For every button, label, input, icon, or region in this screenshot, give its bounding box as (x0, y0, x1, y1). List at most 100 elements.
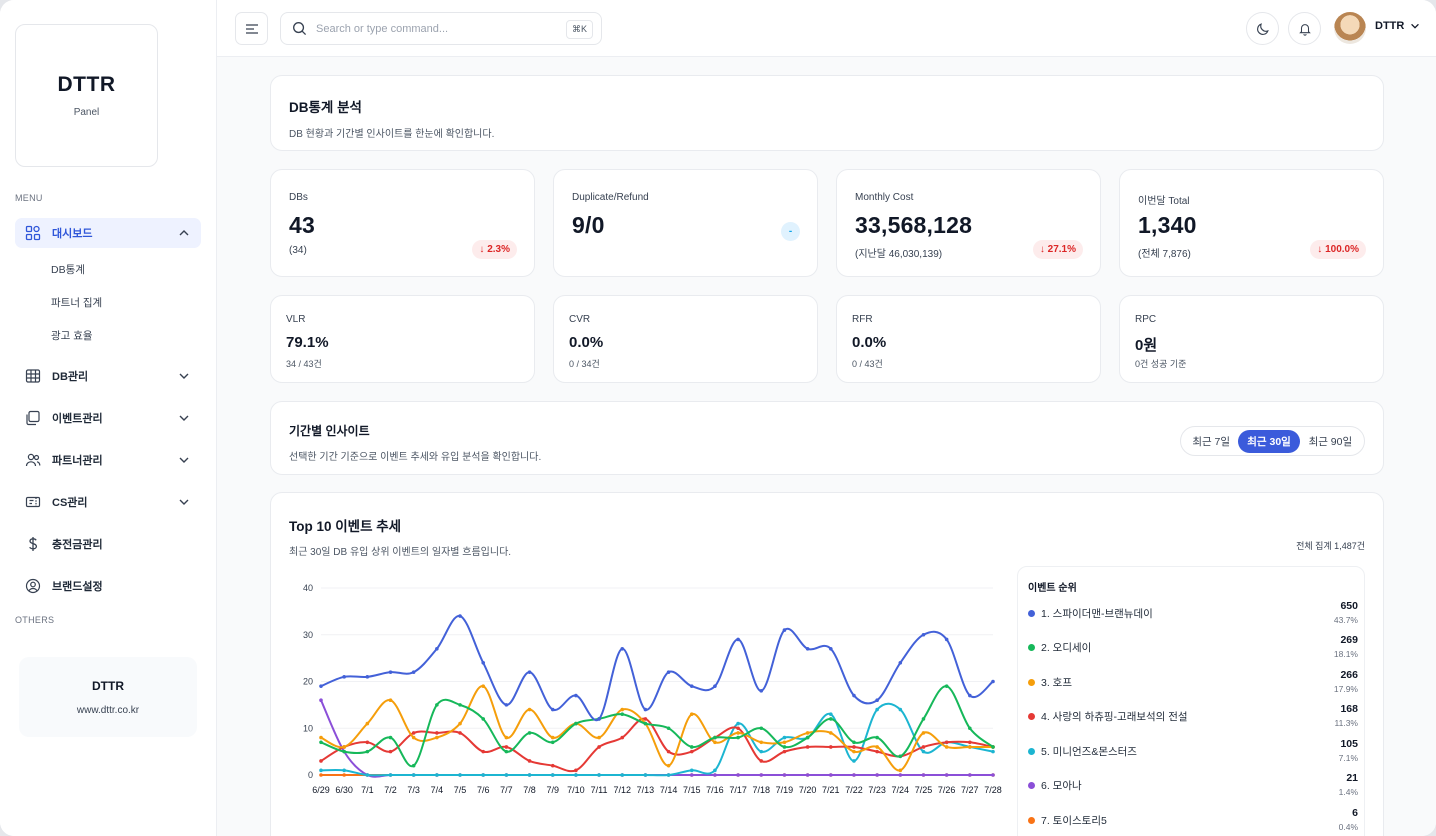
data-point (527, 773, 532, 777)
data-point (481, 773, 486, 777)
data-point (574, 693, 578, 698)
chevron-down-icon[interactable] (177, 369, 191, 383)
ranking-row[interactable]: 6. 모아나 21 1.4% (1028, 772, 1358, 802)
data-point (759, 749, 764, 754)
data-point (852, 693, 856, 698)
data-point (319, 698, 323, 702)
sidebar-item-brand-settings[interactable]: 브랜드설정 (15, 571, 201, 601)
metric-card-vlr: VLR 79.1% 34 / 43건 (270, 295, 535, 383)
series-line (320, 685, 993, 772)
main-content: DB통계 분석 DB 현황과 기간별 인사이트를 한눈에 확인합니다. DBs … (217, 57, 1436, 836)
data-point (365, 773, 370, 777)
sidebar-item-event-manage[interactable]: 이벤트관리 (15, 403, 201, 433)
x-tick-label: 7/22 (845, 785, 863, 795)
data-point (689, 773, 694, 777)
data-point (388, 698, 393, 702)
data-point (875, 735, 879, 740)
sidebar-subitem-ad-efficiency[interactable]: 광고 효율 (51, 330, 93, 342)
series-color-dot (1028, 748, 1035, 755)
data-point (736, 773, 740, 777)
range-30d-button[interactable]: 최근 30일 (1238, 429, 1300, 453)
series-color-dot (1028, 679, 1035, 686)
data-point (504, 745, 509, 749)
sidebar-item-cs-manage[interactable]: CS관리 (15, 487, 201, 517)
ranking-percent: 0.4% (1338, 822, 1358, 832)
data-point (527, 759, 532, 763)
chevron-up-icon[interactable] (177, 226, 191, 240)
chevron-down-icon (1411, 23, 1420, 29)
data-point (620, 707, 625, 712)
brand-card[interactable]: DTTR Panel (15, 24, 158, 167)
data-point (782, 740, 787, 745)
y-tick-label: 0 (308, 770, 313, 780)
avatar[interactable] (1334, 12, 1366, 44)
data-point (666, 749, 671, 754)
sidebar-item-partner-manage[interactable]: 파트너관리 (15, 445, 201, 475)
sidebar-subitem-db-stats[interactable]: DB통계 (51, 264, 85, 276)
user-menu[interactable]: DTTR (1375, 20, 1421, 32)
ranking-name: 5. 미니언즈&몬스터즈 (1041, 746, 1137, 758)
data-point (852, 745, 856, 749)
data-point (852, 740, 856, 745)
metric-label: RFR (852, 314, 873, 325)
data-point (481, 749, 486, 754)
x-tick-label: 7/16 (706, 785, 724, 795)
sidebar-item-db-manage[interactable]: DB관리 (15, 361, 201, 391)
ranking-row[interactable]: 4. 사랑의 하츄핑-고래보석의 전설 168 11.3% (1028, 703, 1358, 733)
notification-button[interactable] (1288, 12, 1321, 45)
data-point (736, 735, 740, 740)
chevron-down-icon[interactable] (177, 495, 191, 509)
ranking-count: 105 (1340, 738, 1358, 750)
ranking-name: 1. 스파이더맨-브랜뉴데이 (1041, 608, 1153, 620)
stat-card-monthly-cost: Monthly Cost 33,568,128 (지난달 46,030,139)… (836, 169, 1101, 277)
data-point (689, 745, 694, 749)
chevron-down-icon[interactable] (177, 453, 191, 467)
ranking-row[interactable]: 3. 호프 266 17.9% (1028, 669, 1358, 699)
ranking-row[interactable]: 5. 미니언즈&몬스터즈 105 7.1% (1028, 738, 1358, 768)
ranking-title: 이벤트 순위 (1028, 583, 1077, 594)
data-point (782, 628, 787, 632)
ranking-row[interactable]: 1. 스파이더맨-브랜뉴데이 650 43.7% (1028, 600, 1358, 630)
metric-label: VLR (286, 314, 306, 325)
data-point (342, 749, 346, 754)
data-point (319, 768, 323, 773)
data-point (991, 773, 995, 777)
search-input[interactable] (316, 22, 546, 35)
sidebar-subitem-partner-summary[interactable]: 파트너 집계 (51, 297, 103, 309)
data-point (736, 726, 740, 731)
data-point (875, 773, 879, 777)
data-point (689, 749, 694, 754)
data-point (550, 735, 555, 740)
chevron-down-icon[interactable] (177, 411, 191, 425)
data-point (411, 773, 416, 777)
series-color-dot (1028, 713, 1035, 720)
data-point (921, 745, 926, 749)
ranking-row[interactable]: 7. 토이스토리5 6 0.4% (1028, 807, 1358, 836)
sidebar-item-charge-manage[interactable]: 충전금관리 (15, 529, 201, 559)
range-90d-button[interactable]: 최근 90일 (1308, 435, 1353, 448)
stat-value: 9/0 (572, 212, 605, 238)
footer-brand-url[interactable]: www.dttr.co.kr (76, 704, 140, 716)
page-header-card: DB통계 분석 DB 현황과 기간별 인사이트를 한눈에 확인합니다. (270, 75, 1384, 151)
sidebar-item-dashboard[interactable]: 대시보드 (15, 218, 201, 248)
sidebar: DTTR Panel MENU 대시보드 DB통계 파트너 집계 광고 효율 D… (0, 0, 217, 836)
stat-value: 33,568,128 (855, 212, 973, 238)
sidebar-toggle-button[interactable] (235, 12, 268, 45)
data-point (319, 735, 323, 740)
data-point (805, 745, 810, 749)
ranking-row[interactable]: 2. 오디세이 269 18.1% (1028, 634, 1358, 664)
data-point (597, 773, 601, 777)
search-bar[interactable]: ⌘K (280, 12, 602, 45)
data-point (458, 731, 462, 735)
data-point (574, 721, 578, 726)
series-line (320, 702, 994, 777)
x-tick-label: 7/20 (799, 785, 817, 795)
series-color-dot (1028, 610, 1035, 617)
range-7d-button[interactable]: 최근 7일 (1192, 435, 1231, 448)
data-point (759, 759, 764, 763)
stat-label: DBs (289, 192, 308, 203)
metric-value: 79.1% (286, 334, 329, 351)
x-tick-label: 7/18 (753, 785, 771, 795)
data-point (550, 707, 555, 712)
theme-toggle-button[interactable] (1246, 12, 1279, 45)
